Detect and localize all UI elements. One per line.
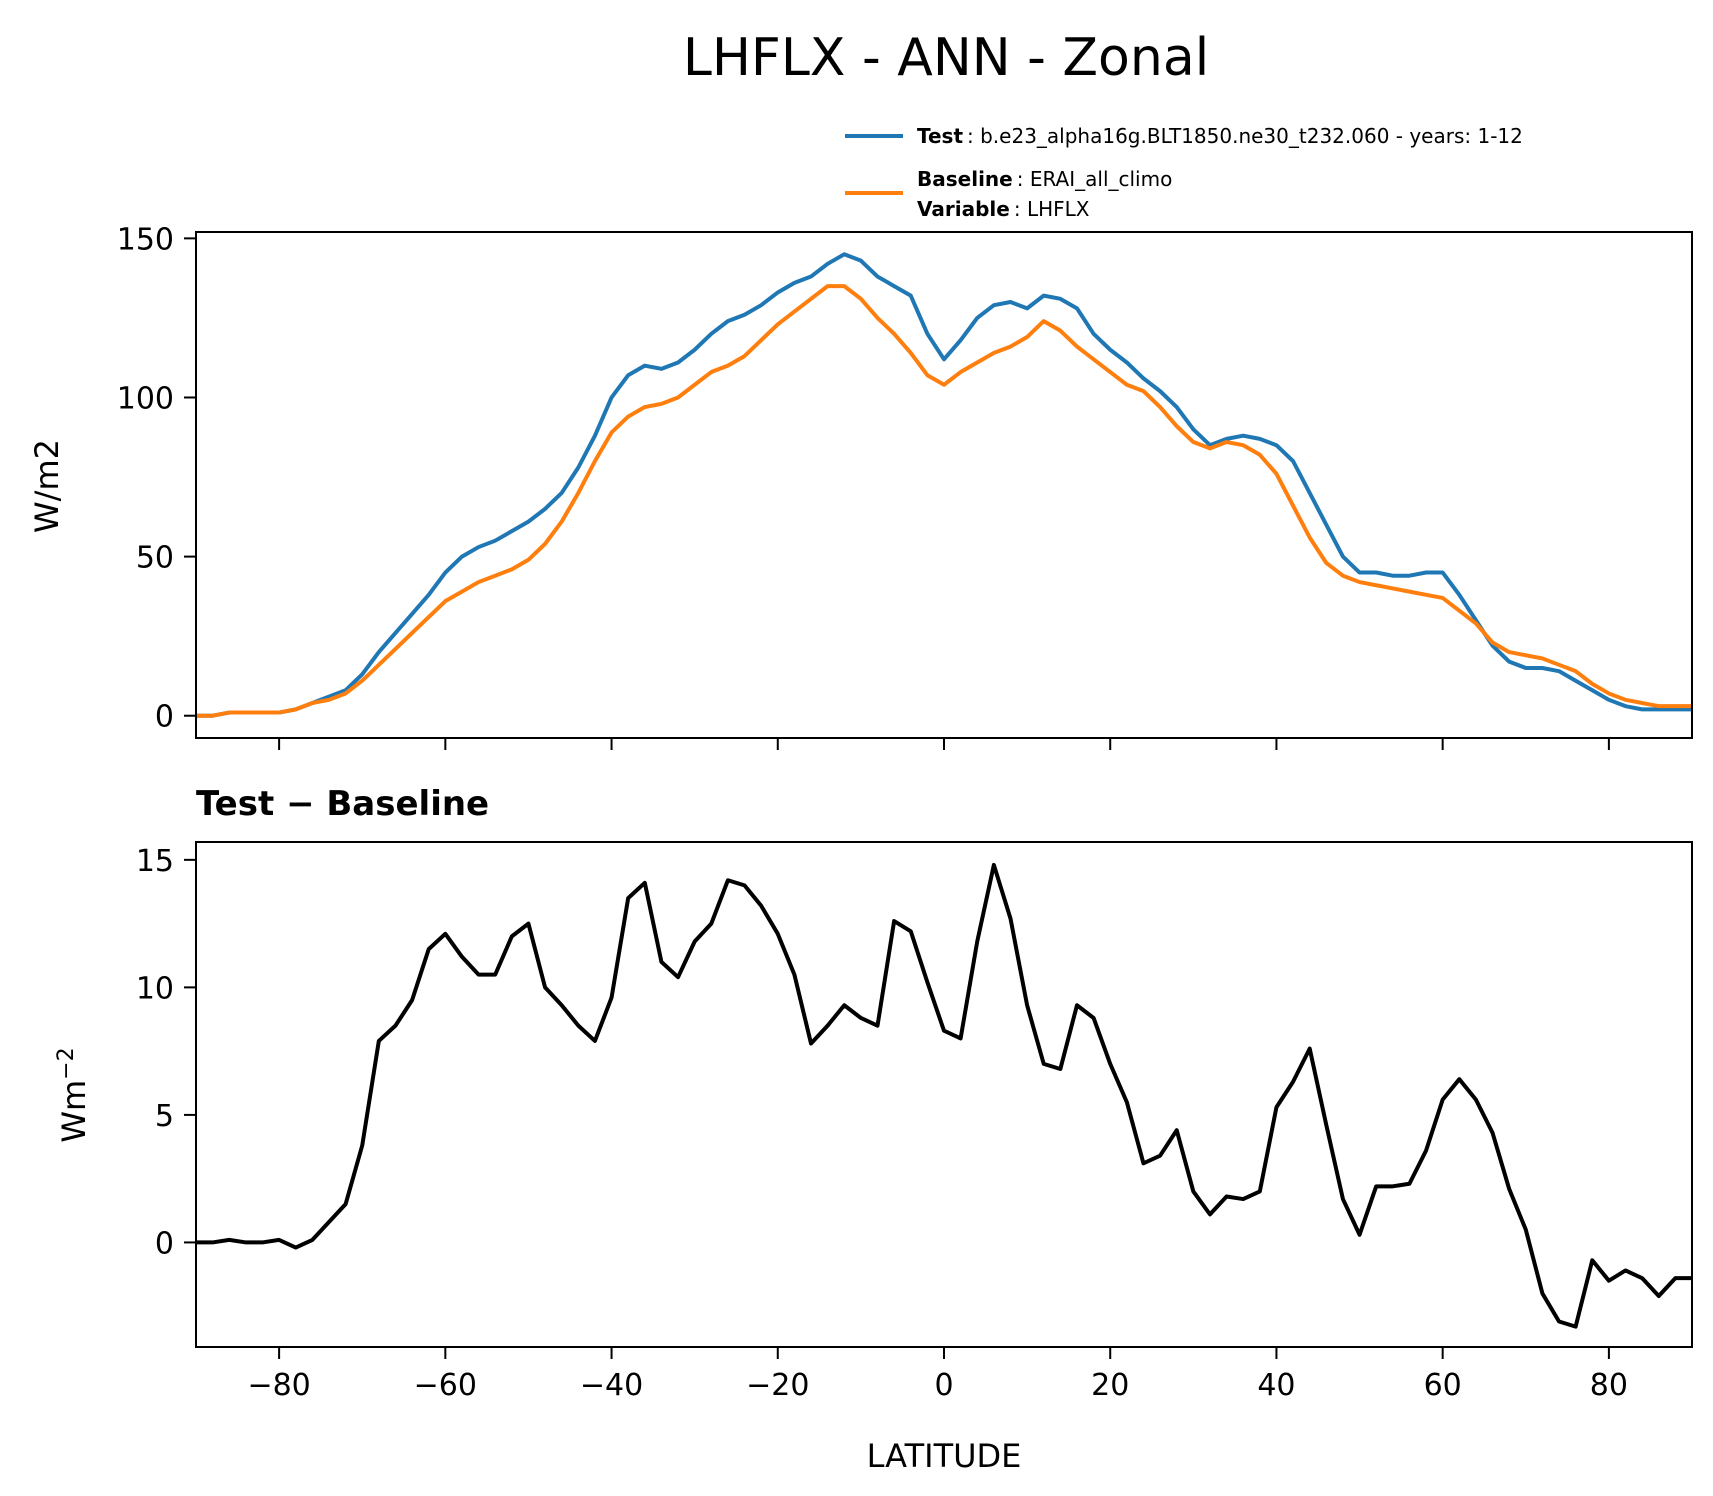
top-panel: 0 50 100 150 W/m2	[28, 222, 1693, 750]
bottom-y-axis-label-sup: −2	[54, 1047, 79, 1079]
bottom-x-tick-label: 0	[934, 1368, 953, 1403]
top-y-tick-label: 100	[117, 381, 174, 416]
legend-key-variable: Variable	[917, 197, 1010, 221]
top-ticks-group: 0 50 100 150	[117, 222, 1610, 750]
bottom-series-line-test-baseline	[196, 862, 1692, 1329]
bottom-panel: Test − Baseline −80 −60 −40 −20 0 20 40 60 80 0 5 1…	[54, 784, 1693, 1475]
bottom-y-tick-label: 10	[136, 971, 174, 1006]
chart-title: LHFLX - ANN - Zonal	[683, 28, 1209, 88]
bottom-y-tick-label: 15	[136, 844, 174, 879]
bottom-x-tick-label: −40	[580, 1368, 643, 1403]
legend-text-baseline: : ERAI_all_climo	[1017, 167, 1173, 191]
top-y-tick-label: 0	[155, 700, 174, 735]
bottom-x-tick-label: −20	[746, 1368, 809, 1403]
bottom-x-tick-label: 80	[1590, 1368, 1628, 1403]
legend-text-test: : b.e23_alpha16g.BLT1850.ne30_t232.060 -…	[967, 124, 1523, 148]
bottom-x-tick-label: −60	[414, 1368, 477, 1403]
bottom-y-tick-label: 0	[155, 1226, 174, 1261]
legend-text-variable: : LHFLX	[1014, 197, 1090, 221]
legend: Test: b.e23_alpha16g.BLT1850.ne30_t232.0…	[845, 124, 1523, 221]
bottom-y-tick-label: 5	[155, 1099, 174, 1134]
bottom-x-tick-label: 20	[1091, 1368, 1129, 1403]
top-y-tick-label: 150	[117, 222, 174, 257]
legend-entry-test: Test: b.e23_alpha16g.BLT1850.ne30_t232.0…	[917, 124, 1523, 148]
bottom-axes-frame	[195, 841, 1693, 1348]
top-y-tick-label: 50	[136, 541, 174, 576]
legend-key-test: Test	[917, 124, 963, 148]
bottom-series-group	[196, 862, 1692, 1329]
legend-entry-variable: Variable: LHFLX	[917, 197, 1090, 221]
bottom-x-axis-label: LATITUDE	[867, 1437, 1022, 1475]
bottom-ticks-group: −80 −60 −40 −20 0 20 40 60 80 0 5 10 15	[136, 844, 1628, 1403]
bottom-x-tick-label: 40	[1257, 1368, 1295, 1403]
legend-key-baseline: Baseline	[917, 167, 1013, 191]
bottom-x-tick-label: 60	[1424, 1368, 1462, 1403]
bottom-y-axis-label-main: Wm	[55, 1080, 93, 1143]
top-y-axis-label: W/m2	[28, 439, 66, 533]
bottom-y-axis-label: Wm−2	[54, 1047, 93, 1142]
bottom-x-tick-label: −80	[247, 1368, 310, 1403]
bottom-panel-title: Test − Baseline	[196, 784, 489, 824]
top-axes-frame	[195, 231, 1693, 739]
top-series-line-test	[196, 252, 1692, 718]
top-series-line-baseline	[196, 284, 1692, 718]
top-series-group	[196, 252, 1692, 718]
legend-entry-baseline: Baseline: ERAI_all_climo	[917, 167, 1172, 191]
